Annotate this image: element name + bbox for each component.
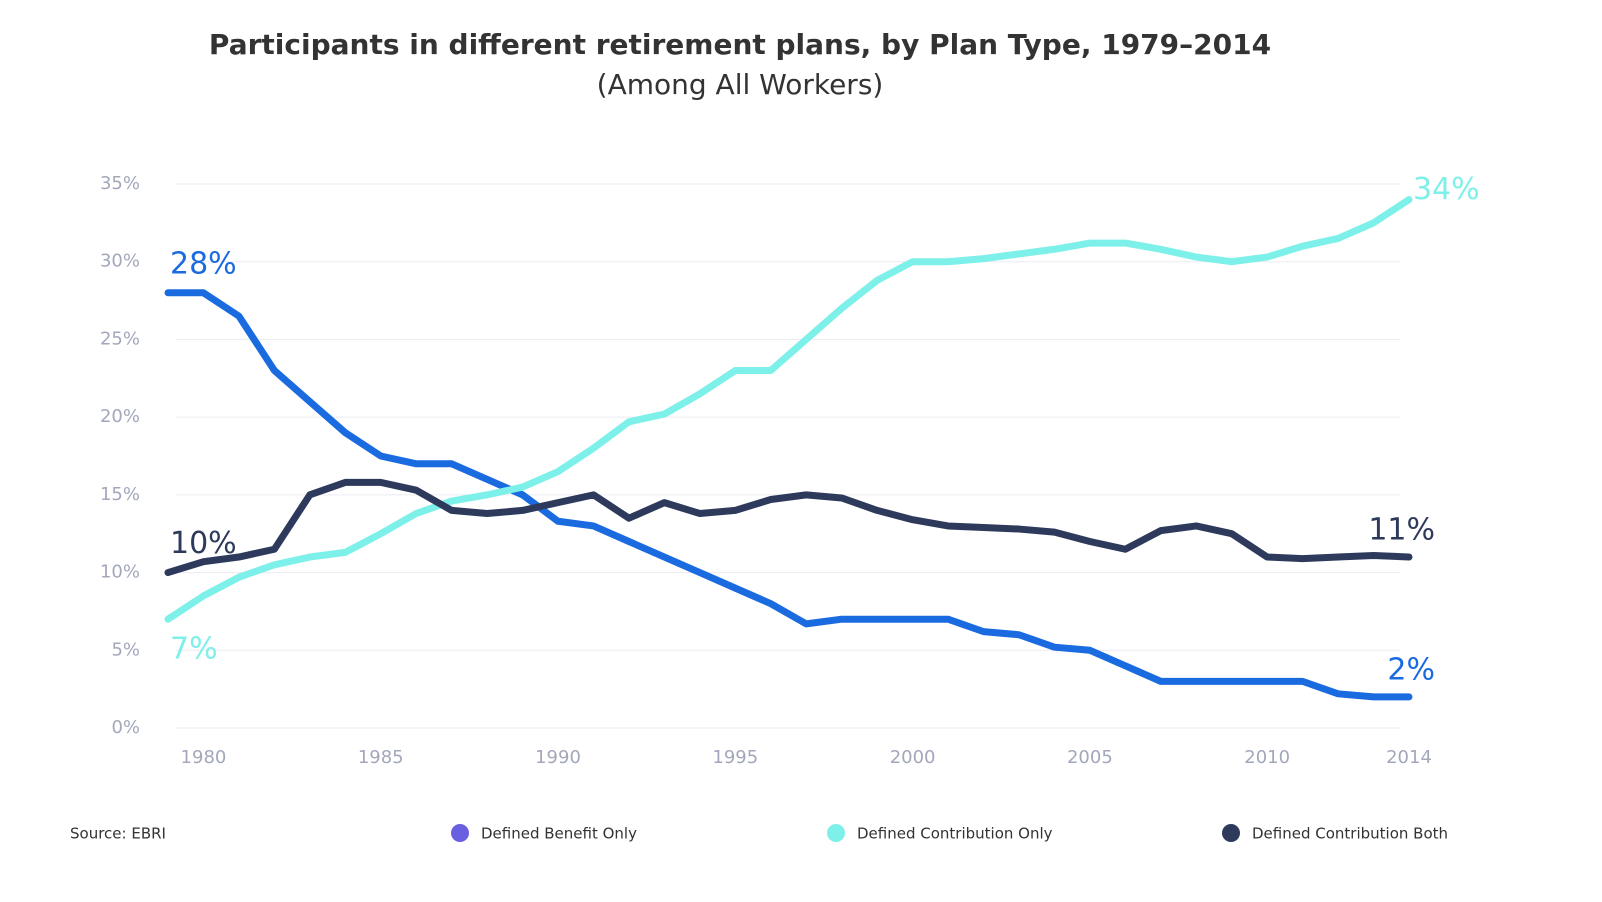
- y-tick-label: 30%: [100, 251, 140, 272]
- x-tick-label: 1980: [181, 747, 227, 768]
- chart-subtitle: (Among All Workers): [597, 68, 884, 101]
- x-tick-label: 2000: [890, 747, 936, 768]
- y-tick-label: 15%: [100, 484, 140, 505]
- value-label: 28%: [170, 246, 237, 281]
- line-series: [164, 478, 1413, 577]
- x-tick-label: 2005: [1067, 747, 1113, 768]
- chart-title: Participants in different retirement pla…: [209, 28, 1271, 61]
- legend-marker: [451, 824, 469, 842]
- y-tick-label: 20%: [100, 406, 140, 427]
- legend-marker: [1222, 824, 1240, 842]
- value-label: 2%: [1387, 652, 1435, 687]
- x-tick-label: 1985: [358, 747, 404, 768]
- value-label: 7%: [170, 632, 218, 667]
- x-tick-label: 2010: [1244, 747, 1290, 768]
- line-series: [164, 196, 1413, 623]
- legend-label: Defined Contribution Both: [1252, 825, 1448, 843]
- y-tick-label: 10%: [100, 562, 140, 583]
- legend-label: Defined Benefit Only: [481, 825, 637, 843]
- legend-label: Defined Contribution Only: [857, 825, 1053, 843]
- x-tick-label: 2014: [1386, 747, 1432, 768]
- y-tick-label: 25%: [100, 328, 140, 349]
- line-series: [164, 289, 1413, 701]
- source: Source: EBRI: [70, 825, 166, 843]
- y-tick-label: 0%: [111, 717, 140, 738]
- legend-marker: [827, 824, 845, 842]
- value-label: 10%: [170, 526, 237, 561]
- y-tick-label: 5%: [111, 639, 140, 660]
- x-tick-label: 1990: [535, 747, 581, 768]
- x-tick-label: 1995: [712, 747, 758, 768]
- value-label: 34%: [1413, 172, 1480, 207]
- value-label: 11%: [1368, 513, 1435, 548]
- y-tick-label: 35%: [100, 173, 140, 194]
